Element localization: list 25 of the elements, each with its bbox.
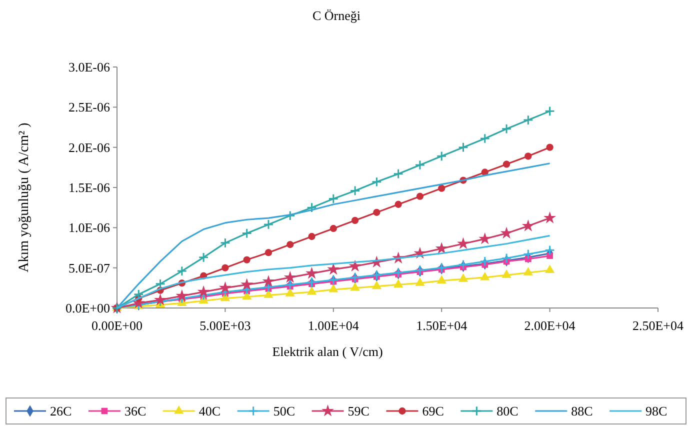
- y-axis-title: Akım yoğunluğu ( A/cm² ): [17, 122, 32, 272]
- x-tick-label: 0.00E+00: [91, 318, 143, 333]
- legend-label: 40C: [198, 404, 221, 419]
- chart-title: C Örneği: [312, 8, 361, 23]
- legend-label: 50C: [273, 404, 296, 419]
- x-tick-label: 5.00E+03: [200, 318, 251, 333]
- legend-label: 80C: [496, 404, 518, 419]
- legend-label: 98C: [646, 404, 668, 419]
- y-tick-label: 0.0E+00: [65, 300, 110, 316]
- y-tick-label: 2.0E-06: [68, 140, 110, 155]
- legend-label: 36C: [124, 404, 146, 419]
- x-tick-label: 2.00E+04: [524, 318, 576, 333]
- legend-label: 69C: [422, 404, 444, 419]
- x-tick-label: 1.50E+04: [416, 318, 468, 333]
- x-tick-label: 2.50E+04: [632, 318, 684, 333]
- y-tick-label: 2.5E-06: [68, 100, 110, 115]
- y-tick-label: 1.5E-06: [68, 180, 110, 196]
- legend-label: 26C: [50, 404, 72, 419]
- y-tick-label: 5.0E-07: [68, 260, 110, 276]
- legend-label: 88C: [571, 404, 593, 419]
- x-axis-title: Elektrik alan ( V/cm): [272, 344, 383, 359]
- x-tick-label: 1.00E+04: [308, 318, 360, 333]
- y-tick-label: 3.0E-06: [68, 60, 110, 75]
- legend-label: 59C: [348, 404, 370, 419]
- y-tick-label: 1.0E-06: [68, 220, 110, 236]
